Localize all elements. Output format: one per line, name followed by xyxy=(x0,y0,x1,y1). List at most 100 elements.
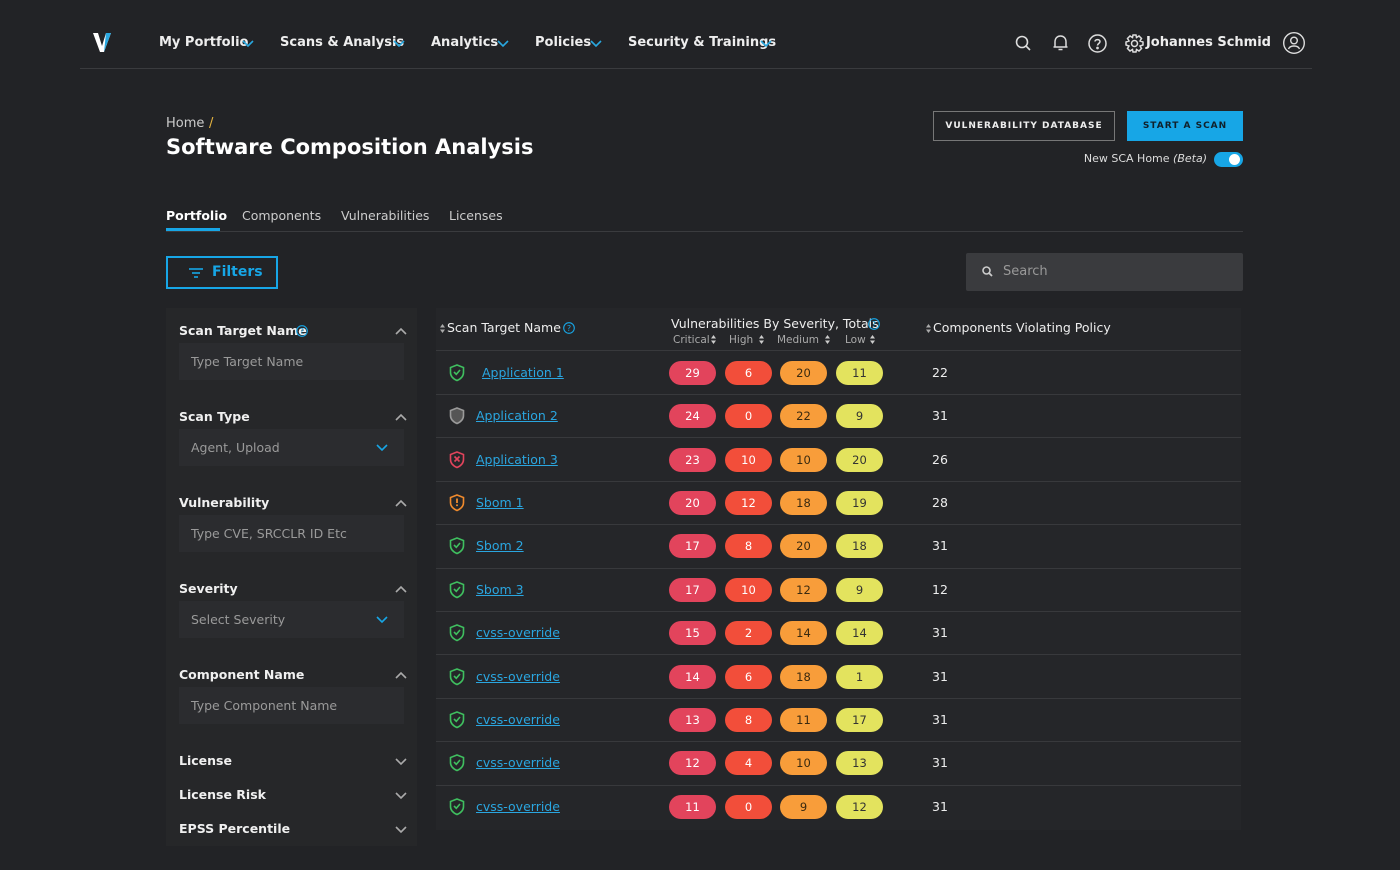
tab[interactable]: Portfolio xyxy=(166,208,228,223)
filter-title[interactable]: Component Name xyxy=(179,667,305,682)
chevron[interactable] xyxy=(395,327,407,336)
start-scan-button[interactable]: START A SCAN xyxy=(1127,111,1243,141)
filter-input[interactable]: Type Component Name xyxy=(179,687,404,724)
severity-pill: 17 xyxy=(836,707,883,732)
chevron[interactable] xyxy=(376,444,388,452)
row-divider xyxy=(436,350,1241,351)
chevron[interactable] xyxy=(395,826,407,834)
severity-pill: 2 xyxy=(725,621,772,646)
severity-header[interactable]: Medium xyxy=(777,334,819,346)
status-icon xyxy=(449,580,465,599)
chevron[interactable] xyxy=(590,40,602,48)
scan-target-link[interactable]: cvss-override xyxy=(476,625,560,641)
chevron[interactable] xyxy=(760,40,772,48)
toggle-switch[interactable] xyxy=(1214,152,1243,167)
severity-pill: 22 xyxy=(780,404,827,429)
violations-count: 31 xyxy=(932,408,948,424)
severity-header[interactable]: Low xyxy=(845,334,866,346)
column-header[interactable]: Scan Target Name xyxy=(447,320,561,335)
chevron[interactable] xyxy=(393,40,405,48)
filter-select[interactable]: Select Severity xyxy=(179,601,404,638)
help-icon[interactable] xyxy=(1088,34,1107,53)
violations-count: 28 xyxy=(932,494,948,510)
search-box[interactable]: Search xyxy=(966,253,1243,291)
scan-target-link[interactable]: cvss-override xyxy=(476,711,560,727)
severity-pill: 18 xyxy=(780,490,827,515)
filter-title[interactable]: License xyxy=(179,753,232,768)
severity-header[interactable]: High xyxy=(729,334,754,346)
severity-pill: 14 xyxy=(836,621,883,646)
notifications-icon[interactable] xyxy=(1052,34,1070,52)
toggle-note: (Beta) xyxy=(1173,152,1207,165)
severity-pill: 14 xyxy=(780,621,827,646)
filter-placeholder: Agent, Upload xyxy=(191,440,280,455)
chevron[interactable] xyxy=(395,758,407,766)
severity-pill: 10 xyxy=(725,447,772,472)
scan-target-link[interactable]: Application 1 xyxy=(482,364,564,380)
user-name[interactable]: Johannes Schmid xyxy=(1145,35,1271,50)
scan-target-link[interactable]: Sbom 2 xyxy=(476,538,524,554)
status-icon xyxy=(449,624,465,642)
nav-item[interactable]: My Portfolio xyxy=(159,35,249,50)
tab[interactable]: Licenses xyxy=(449,208,503,223)
filter-title[interactable]: License Risk xyxy=(179,787,266,802)
svg-text:?: ? xyxy=(567,324,571,333)
chevron[interactable] xyxy=(242,40,254,48)
search-icon[interactable] xyxy=(1015,35,1033,53)
scan-target-link[interactable]: cvss-override xyxy=(476,668,560,684)
sort-icon xyxy=(870,335,875,344)
column-header[interactable]: Components Violating Policy xyxy=(933,320,1111,335)
nav-item[interactable]: Analytics xyxy=(431,35,499,50)
chevron[interactable] xyxy=(497,40,509,48)
filter-select[interactable]: Agent, Upload xyxy=(179,429,404,466)
logo[interactable] xyxy=(93,33,111,53)
filters-button[interactable]: Filters xyxy=(166,256,278,289)
filter-title[interactable]: Scan Type xyxy=(179,409,250,424)
row-divider xyxy=(436,524,1241,526)
severity-pill: 11 xyxy=(836,360,883,385)
filter-input[interactable]: Type CVE, SRCCLR ID Etc xyxy=(179,515,404,552)
severity-pill: 1 xyxy=(836,664,883,689)
severity-pill: 9 xyxy=(836,577,883,602)
scan-target-link[interactable]: Application 2 xyxy=(476,408,558,424)
chevron[interactable] xyxy=(395,413,407,422)
tab[interactable]: Vulnerabilities xyxy=(341,208,430,223)
severity-pill: 12 xyxy=(780,577,827,602)
severity-pill: 18 xyxy=(836,534,883,559)
scan-target-link[interactable]: cvss-override xyxy=(476,798,560,814)
chevron[interactable] xyxy=(395,585,407,594)
scan-target-link[interactable]: cvss-override xyxy=(476,755,560,771)
filter-title[interactable]: Scan Target Name xyxy=(179,323,307,338)
severity-pill: 15 xyxy=(669,621,716,646)
chevron[interactable] xyxy=(395,671,407,680)
severity-pill: 14 xyxy=(669,664,716,689)
breadcrumb-home[interactable]: Home xyxy=(166,116,205,131)
filter-placeholder: Select Severity xyxy=(191,612,286,627)
filter-input[interactable]: Type Target Name xyxy=(179,343,404,380)
scan-target-link[interactable]: Sbom 1 xyxy=(476,494,524,510)
filter-title[interactable]: EPSS Percentile xyxy=(179,821,291,836)
filter-title[interactable]: Vulnerability xyxy=(179,495,270,510)
tab[interactable]: Components xyxy=(242,208,322,223)
chevron[interactable] xyxy=(395,499,407,508)
chevron[interactable] xyxy=(395,792,407,800)
settings-icon[interactable] xyxy=(1125,34,1144,53)
sort-icon xyxy=(926,324,931,333)
severity-pill: 11 xyxy=(780,707,827,732)
violations-count: 31 xyxy=(932,798,948,814)
scan-target-link[interactable]: Sbom 3 xyxy=(476,581,524,597)
nav-item[interactable]: Policies xyxy=(535,35,592,50)
violations-count: 12 xyxy=(932,581,948,597)
severity-pill: 9 xyxy=(836,404,883,429)
user-avatar[interactable] xyxy=(1282,31,1306,55)
nav-item[interactable]: Security & Trainings xyxy=(628,35,777,50)
vulnerability-database-button[interactable]: VULNERABILITY DATABASE xyxy=(933,111,1115,141)
row-divider xyxy=(436,611,1241,612)
filter-title[interactable]: Severity xyxy=(179,581,238,596)
nav-item[interactable]: Scans & Analysis xyxy=(280,35,405,50)
chevron[interactable] xyxy=(376,616,388,624)
scan-target-link[interactable]: Application 3 xyxy=(476,451,558,467)
severity-header[interactable]: Critical xyxy=(673,334,710,346)
severity-pill: 24 xyxy=(669,404,716,429)
